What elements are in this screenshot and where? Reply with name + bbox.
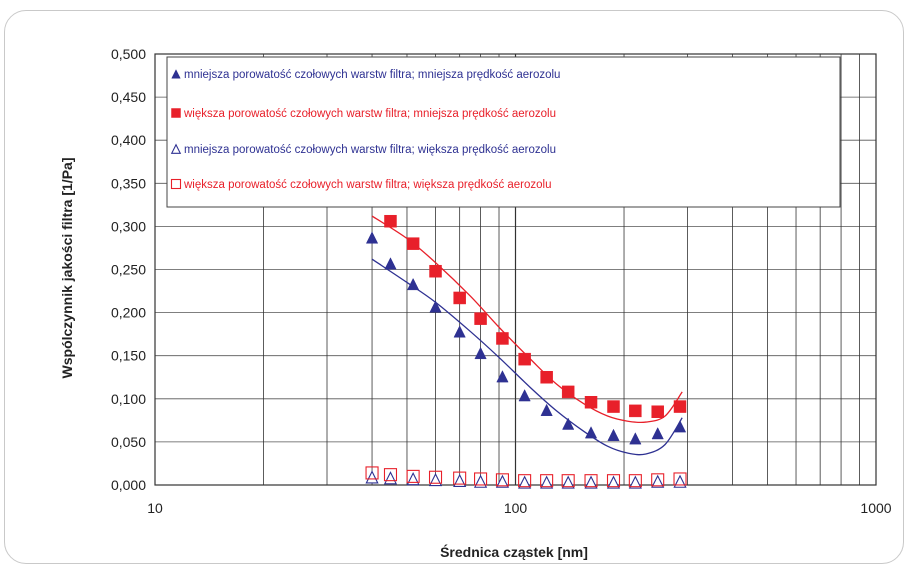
data-point — [673, 420, 687, 433]
data-point — [429, 264, 442, 278]
data-point — [584, 426, 598, 439]
data-point — [561, 385, 575, 399]
legend-entry: mniejsza porowatość czołowych warstw fil… — [171, 69, 560, 81]
data-point — [453, 325, 466, 338]
data-point — [540, 371, 553, 384]
x-axis-label: Średnica cząstek [nm] — [440, 543, 588, 560]
x-tick-label: 1000 — [860, 500, 891, 516]
legend-entry: mniejsza porowatość czołowych warstw fil… — [170, 143, 556, 156]
data-point — [495, 473, 509, 487]
data-point — [629, 432, 642, 445]
legend: mniejsza porowatość czołowych warstw fil… — [166, 56, 841, 208]
legend-label: większa porowatość czołowych warstw filt… — [183, 108, 556, 120]
data-point — [651, 405, 664, 418]
data-point — [628, 474, 642, 488]
data-point — [561, 474, 575, 488]
data-point — [606, 474, 621, 488]
legend-label: większa porowatość czołowych warstw filt… — [183, 179, 552, 191]
data-points — [365, 214, 687, 489]
legend-entry: większa porowatość czołowych warstw filt… — [170, 178, 552, 191]
data-point — [453, 291, 466, 305]
legend-marker — [171, 108, 181, 118]
data-point — [606, 475, 621, 489]
data-point — [628, 475, 642, 489]
y-tick-label: 0,450 — [111, 89, 146, 105]
y-tick-label: 0,050 — [111, 434, 146, 450]
y-tick-label: 0,000 — [111, 477, 146, 493]
data-point — [584, 475, 598, 489]
data-point — [561, 475, 575, 489]
y-tick-label: 0,300 — [111, 218, 146, 234]
data-point — [383, 471, 398, 485]
data-point — [673, 472, 687, 486]
data-point — [496, 332, 509, 345]
data-point — [584, 474, 598, 488]
data-point — [607, 400, 620, 413]
y-tick-label: 0,100 — [111, 391, 146, 407]
data-point — [651, 473, 665, 487]
data-point — [495, 474, 510, 488]
x-tick-label: 10 — [147, 500, 163, 516]
data-point — [562, 417, 575, 430]
y-axis-label: Wspólczynnik jakości filtra [1/Pa] — [59, 158, 75, 379]
data-point — [428, 470, 443, 484]
y-tick-label: 0,200 — [111, 305, 146, 321]
legend-entry: większa porowatość czołowych warstw filt… — [171, 108, 556, 120]
data-point — [651, 427, 664, 440]
data-point — [406, 472, 420, 486]
data-point — [474, 346, 487, 360]
y-tick-label: 0,250 — [111, 262, 146, 278]
x-tick-label: 100 — [504, 500, 528, 516]
data-point — [384, 257, 397, 270]
data-point — [496, 370, 509, 383]
y-tick-label: 0,150 — [111, 348, 146, 364]
data-point — [428, 472, 443, 487]
data-point — [365, 231, 379, 244]
data-point — [540, 403, 553, 416]
data-point — [406, 469, 420, 483]
data-point — [429, 300, 442, 313]
data-point — [629, 404, 642, 418]
plot-area — [154, 53, 877, 486]
y-axis-ticks: 0,000 0,050 0,100 0,150 0,200 0,250 0,300 0,350… — [111, 46, 146, 493]
data-point — [540, 474, 554, 488]
trendlines — [371, 215, 683, 456]
data-point — [383, 468, 398, 482]
trendline — [371, 215, 683, 424]
data-point — [518, 352, 531, 366]
data-point — [365, 470, 379, 484]
data-point — [518, 475, 532, 489]
legend-marker — [170, 178, 182, 190]
data-point — [518, 389, 531, 402]
data-point — [473, 474, 488, 488]
legend-marker — [170, 143, 182, 154]
data-point — [407, 277, 420, 291]
data-point — [584, 395, 598, 409]
y-tick-label: 0,400 — [111, 132, 146, 148]
data-point — [474, 472, 488, 486]
data-point — [607, 428, 620, 441]
x-axis-ticks: 10 100 1000 — [147, 500, 892, 516]
data-point — [651, 474, 665, 488]
data-point — [453, 473, 467, 487]
data-point — [540, 475, 554, 489]
data-point — [406, 237, 420, 250]
legend-label: mniejsza porowatość czołowych warstw fil… — [184, 69, 560, 81]
legend-label: mniejsza porowatość czołowych warstw fil… — [184, 144, 556, 156]
data-point — [453, 471, 467, 485]
y-tick-label: 0,350 — [111, 175, 146, 191]
data-point — [518, 474, 532, 488]
y-tick-label: 0,500 — [111, 46, 146, 62]
legend-marker — [171, 69, 181, 79]
data-point — [673, 400, 687, 413]
data-point — [365, 466, 379, 480]
data-point — [384, 214, 397, 228]
data-point — [673, 474, 687, 488]
legend-box — [166, 56, 841, 208]
data-point — [474, 312, 487, 325]
